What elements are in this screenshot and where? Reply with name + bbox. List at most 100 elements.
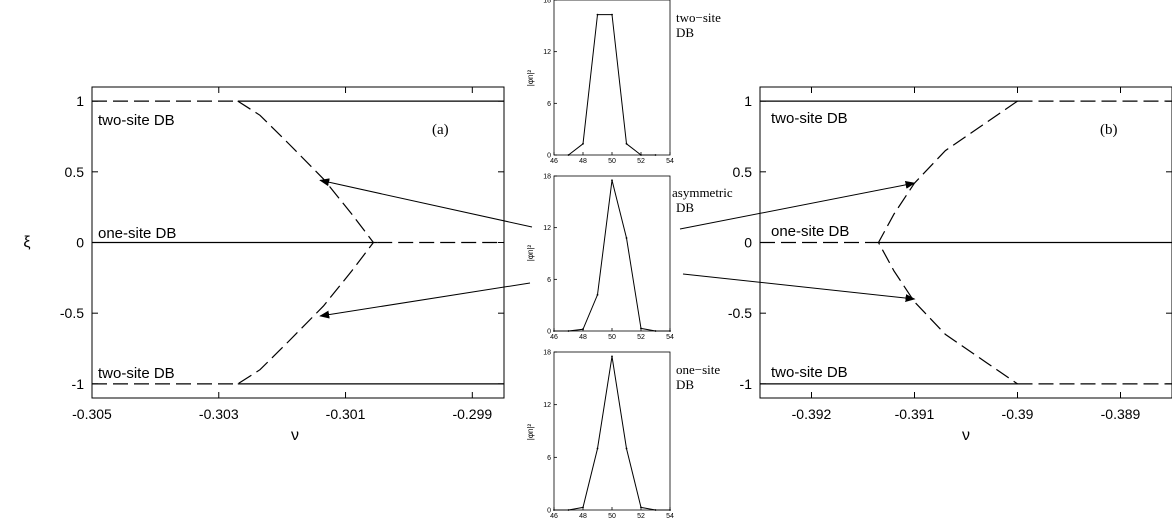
panel-a-annotation-middle: one-site DB — [98, 225, 176, 242]
inset-one-site-x-tick-label: 48 — [579, 513, 587, 520]
inset-two-site-y-tick-label: 6 — [547, 101, 551, 108]
inset-asymmetric-y-tick-label: 0 — [547, 329, 551, 336]
panel-b-x-tick-label: -0.391 — [895, 406, 935, 422]
inset-two-site-y-tick-label: 18 — [543, 0, 551, 5]
inset-two-site-point — [654, 154, 657, 156]
inset-asymmetric-x-tick-label: 52 — [637, 334, 645, 341]
inset-one-site-frame — [553, 351, 671, 511]
inset-one-site-chart: 46 48 50 52 54 0 6 12 18 |φn|² one−site DB — [526, 350, 720, 521]
inset-two-site-ylabel: |φn|² — [526, 69, 535, 86]
panel-a-y-tick-label: 0.5 — [65, 164, 85, 180]
panel-a-y-tick-label: -0.5 — [60, 305, 84, 321]
panel-a-x-tick-label: -0.301 — [326, 406, 366, 422]
inset-asymmetric-point — [625, 237, 628, 239]
inset-asymmetric-frame — [553, 175, 671, 332]
inset-one-site-point — [567, 509, 570, 511]
inset-one-site-x-tick-label: 54 — [666, 513, 674, 520]
inset-one-site-x-tick-label: 46 — [550, 513, 558, 520]
panel-a-y-tick-label: 0 — [76, 235, 84, 251]
inset-two-site-point — [611, 13, 613, 16]
inset-one-site-x-tick-label: 52 — [637, 513, 645, 520]
inset-two-site-annotation-line1: two−site — [676, 10, 721, 25]
panel-a-arrow — [319, 282, 531, 319]
inset-two-site-y-tick-label: 0 — [547, 153, 551, 160]
inset-one-site-annotation-line2: DB — [676, 377, 694, 392]
inset-asymmetric-annotation-line2: DB — [676, 200, 694, 215]
inset-two-site-point — [567, 154, 570, 156]
inset-one-site-series-line — [554, 356, 670, 511]
inset-one-site-point — [654, 509, 657, 511]
inset-asymmetric-y-tick-label: 6 — [547, 277, 551, 284]
arrows — [319, 178, 916, 319]
inset-one-site-point — [611, 355, 613, 358]
panel-b-series-line — [877, 100, 1018, 385]
panel-a-arrow — [319, 178, 533, 228]
panel-b-annotation-middle: one-site DB — [771, 223, 849, 240]
inset-two-site-point — [582, 142, 584, 145]
inset-two-site-y-tick-label: 12 — [543, 49, 551, 56]
panel-b-y-tick-label: 0 — [744, 235, 752, 251]
inset-two-site-series-line — [568, 14, 656, 156]
panel-a-series-line — [237, 100, 375, 385]
inset-two-site-point — [625, 142, 628, 145]
panel-b-xlabel: ν — [962, 427, 970, 444]
panel-a-xlabel: ν — [291, 427, 299, 444]
inset-one-site-y-tick-label: 0 — [547, 508, 551, 515]
inset-asymmetric-x-tick-label: 48 — [579, 334, 587, 341]
inset-asymmetric-y-tick-label: 18 — [543, 174, 551, 181]
panel-a-x-tick-label: -0.299 — [452, 406, 492, 422]
panel-a-ylabel: ξ — [23, 234, 30, 251]
inset-asymmetric-annotation-line1: asymmetric — [672, 185, 733, 200]
inset-two-site-annotation-line2: DB — [676, 25, 694, 40]
inset-asymmetric-x-tick-label: 50 — [608, 334, 616, 341]
inset-two-site-frame — [553, 0, 671, 156]
panel-b-chart: -0.392 -0.391 -0.39 -0.389 1 0.5 0 -0.5 -1 ν (b)… — [728, 86, 1172, 444]
inset-asymmetric-series-line — [554, 180, 670, 332]
panel-a-x-tick-label: -0.305 — [72, 406, 112, 422]
inset-two-site-x-tick-label: 52 — [637, 158, 645, 165]
inset-two-site-chart: 46 48 50 52 54 0 6 12 18 |φn|² two−site DB — [526, 0, 721, 165]
inset-one-site-y-tick-label: 6 — [547, 455, 551, 462]
panel-b-y-tick-label: 1 — [744, 93, 752, 109]
inset-one-site-y-tick-label: 18 — [543, 350, 551, 357]
panel-a-y-tick-label: -1 — [72, 376, 85, 392]
inset-one-site-ylabel: |φn|² — [526, 423, 535, 440]
inset-asymmetric-point — [567, 330, 570, 332]
panel-a-label: (a) — [432, 122, 449, 138]
inset-two-site-x-tick-label: 50 — [608, 158, 616, 165]
panel-b-y-tick-label: -0.5 — [728, 305, 752, 321]
inset-one-site-point — [596, 447, 599, 450]
panel-a-y-tick-label: 1 — [76, 93, 84, 109]
inset-two-site-x-tick-label: 48 — [579, 158, 587, 165]
panel-b-y-tick-label: 0.5 — [733, 164, 753, 180]
inset-one-site-y-tick-label: 12 — [543, 402, 551, 409]
inset-asymmetric-point — [596, 293, 599, 296]
panel-a-annotation-top: two-site DB — [98, 112, 175, 129]
inset-asymmetric-point — [654, 330, 657, 332]
panel-a-x-tick-label: -0.303 — [199, 406, 239, 422]
panel-b-x-tick-label: -0.39 — [1002, 406, 1034, 422]
panel-b-arrow — [679, 180, 916, 230]
inset-two-site-x-tick-label: 54 — [666, 158, 674, 165]
inset-asymmetric-point — [611, 179, 613, 182]
panel-b-annotation-bottom: two-site DB — [771, 364, 848, 381]
inset-one-site-point — [625, 447, 628, 450]
panel-b-arrow — [682, 273, 916, 303]
inset-two-site-x-tick-label: 46 — [550, 158, 558, 165]
panel-a-annotation-bottom: two-site DB — [98, 365, 175, 382]
panel-b-y-tick-label: -1 — [740, 376, 753, 392]
inset-one-site-annotation-line1: one−site — [676, 362, 720, 377]
panel-b-x-tick-label: -0.389 — [1101, 406, 1141, 422]
inset-one-site-x-tick-label: 50 — [608, 513, 616, 520]
panel-b-label: (b) — [1100, 122, 1118, 138]
inset-asymmetric-ylabel: |φn|² — [526, 244, 535, 261]
inset-asymmetric-x-tick-label: 46 — [550, 334, 558, 341]
panel-b-x-tick-label: -0.392 — [792, 406, 832, 422]
inset-asymmetric-x-tick-label: 54 — [666, 334, 674, 341]
inset-asymmetric-y-tick-label: 12 — [543, 225, 551, 232]
panel-b-annotation-top: two-site DB — [771, 110, 848, 127]
inset-asymmetric-chart: 46 48 50 52 54 0 6 12 18 |φn|² asymmetric DB — [526, 174, 733, 342]
inset-two-site-point — [596, 13, 599, 16]
